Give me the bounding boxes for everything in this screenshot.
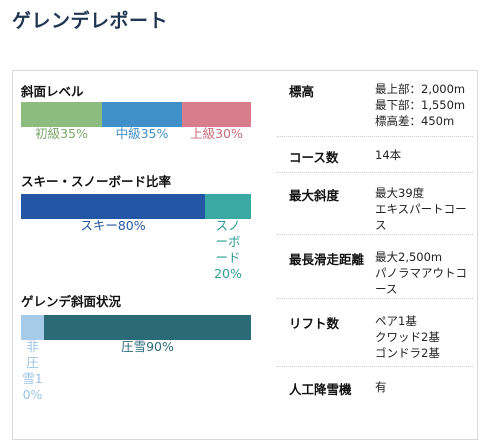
spec-value-longest-run: 最大2,500m パノラマアウトコース: [375, 250, 467, 296]
spec-row-max-gradient: 最大斜度 最大39度 エキスパートコース: [277, 173, 473, 235]
spec-row-longest-run: 最長滑走距離 最大2,500m パノラマアウトコース: [277, 235, 473, 299]
spec-value-lifts: ペア1基 クワッド2基 ゴンドラ2基: [375, 314, 440, 360]
spec-value-course-count: 14本: [375, 148, 402, 162]
snowboard-label: スノ ーボ ード 20%: [214, 218, 242, 281]
slope-level-beginner-label: 初級35%: [35, 126, 88, 141]
spec-label-longest-run: 最長滑走距離: [289, 252, 365, 267]
slope-level-advanced-label: 上級30%: [190, 126, 243, 141]
slope-level-advanced-segment: [182, 102, 251, 127]
ski-label: スキー80%: [80, 218, 146, 233]
ungroomed-segment: [21, 315, 44, 340]
spec-value-snowmaking: 有: [375, 380, 387, 394]
slope-level-intermediate-label: 中級35%: [115, 126, 169, 141]
groomed-segment: [44, 315, 251, 340]
spec-row-course-count: コース数 14本: [277, 137, 473, 173]
slope-level-intermediate-segment: [102, 102, 182, 127]
ski-report-panel: 斜面レベル 初級35% 中級35% 上級30% スキー・スノーボード比率 スキー…: [12, 70, 478, 440]
ski-board-ratio-title: スキー・スノーボード比率: [21, 174, 172, 189]
spec-row-elevation: 標高 最上部：2,000m 最下部：1,550m 標高差：450m: [277, 71, 473, 137]
spec-label-lifts: リフト数: [289, 316, 340, 331]
slope-level-beginner-segment: [21, 102, 102, 127]
spec-label-course-count: コース数: [289, 150, 339, 165]
groomed-label: 圧雪90%: [121, 339, 174, 354]
spec-label-elevation: 標高: [289, 84, 315, 99]
spec-value-max-gradient: 最大39度 エキスパートコース: [375, 186, 467, 232]
spec-value-elevation: 最上部：2,000m 最下部：1,550m 標高差：450m: [375, 82, 466, 128]
spec-label-snowmaking: 人工降雪機: [289, 382, 352, 397]
ski-segment: [21, 194, 205, 219]
spec-label-max-gradient: 最大斜度: [289, 188, 340, 203]
slope-condition-title: ゲレンデ斜面状況: [21, 294, 122, 309]
slope-level-title: 斜面レベル: [21, 84, 84, 99]
ungroomed-label: 非 圧 雪1 0%: [22, 339, 43, 402]
snowboard-segment: [205, 194, 251, 219]
spec-row-snowmaking: 人工降雪機 有: [277, 367, 473, 407]
spec-row-lifts: リフト数 ペア1基 クワッド2基 ゴンドラ2基: [277, 299, 473, 367]
page-title: ゲレンデレポート: [12, 10, 169, 32]
